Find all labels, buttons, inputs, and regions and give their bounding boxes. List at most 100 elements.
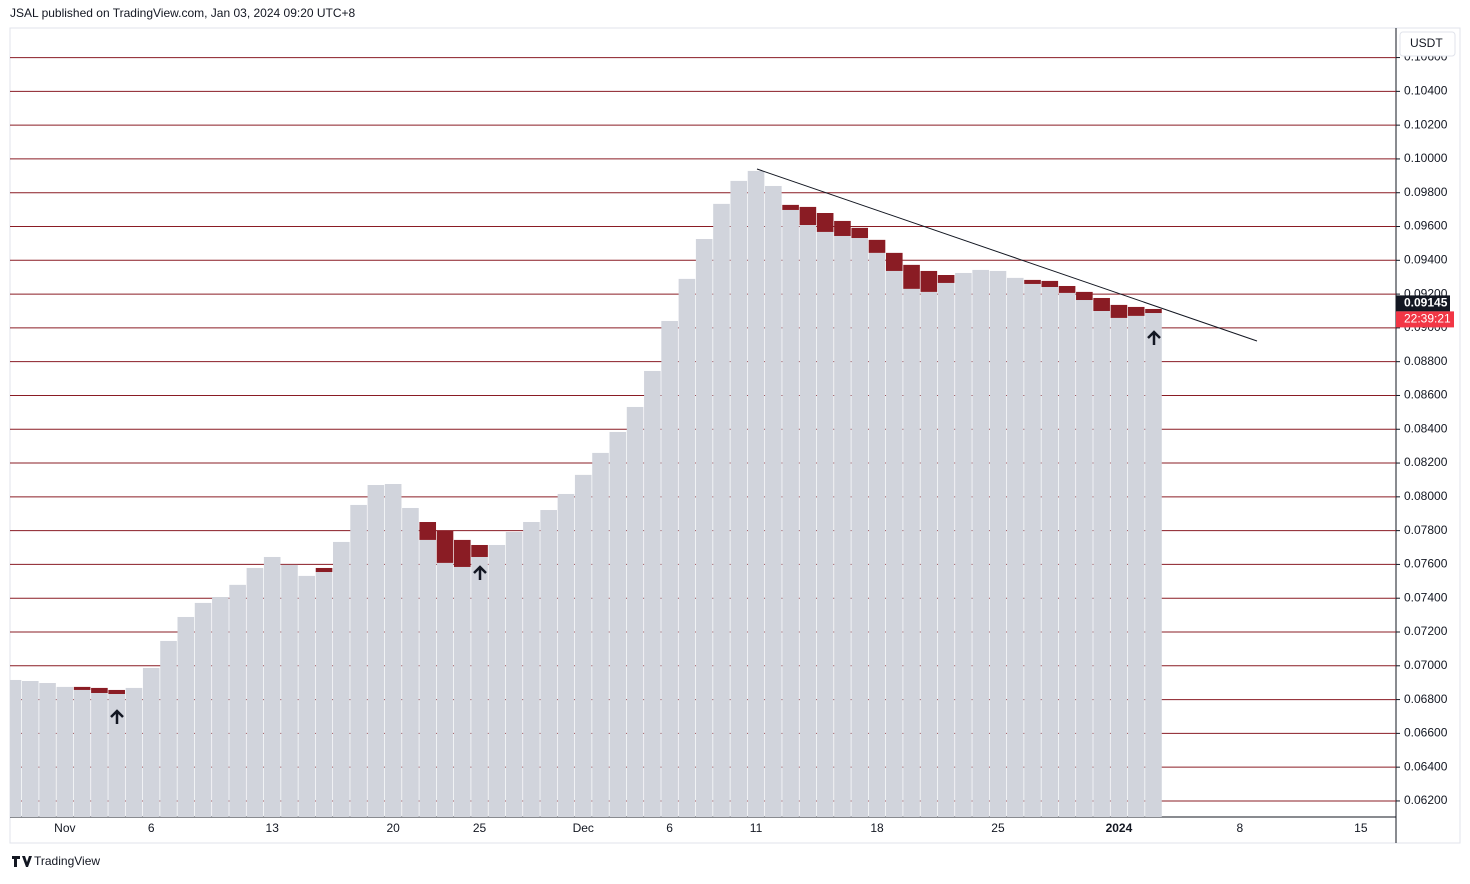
down-segment — [91, 687, 108, 693]
bar — [523, 522, 540, 817]
down-segment — [1058, 285, 1076, 293]
bar — [1127, 315, 1145, 817]
drawings — [110, 168, 1258, 724]
bar — [281, 564, 298, 817]
bar — [39, 683, 56, 817]
y-tick-label: 0.09600 — [1404, 219, 1448, 233]
bar — [1110, 317, 1128, 817]
logo — [12, 856, 32, 867]
bar — [626, 406, 644, 817]
last-price-box — [1396, 295, 1450, 312]
down-segment — [436, 530, 454, 563]
down-segment — [453, 539, 471, 567]
bar — [471, 556, 488, 817]
arrow-up — [473, 565, 487, 580]
down-segment — [782, 204, 799, 210]
bar — [453, 566, 471, 817]
currency-box[interactable] — [1399, 31, 1456, 57]
bar — [1041, 287, 1059, 817]
bar — [125, 687, 143, 817]
bar — [592, 452, 609, 817]
down-segment — [1127, 306, 1145, 316]
y-tick-label: 0.10000 — [1404, 151, 1448, 165]
bar — [298, 575, 316, 817]
publish-info: JSAL published on TradingView.com, Jan 0… — [10, 6, 356, 20]
bar — [695, 239, 713, 817]
countdown: 22:39:21 — [1404, 312, 1451, 326]
down-segment — [834, 220, 851, 236]
y-tick-label: 0.08400 — [1404, 421, 1448, 435]
bar — [505, 531, 523, 817]
bar — [384, 483, 402, 817]
bar — [816, 231, 834, 817]
x-tick-label: 20 — [386, 821, 400, 835]
arrow-up — [110, 709, 124, 724]
y-tick-label: 0.09800 — [1404, 185, 1448, 199]
x-tick-label: 2024 — [1106, 821, 1133, 835]
bar — [972, 269, 989, 817]
bar — [730, 180, 748, 817]
down-segment — [816, 213, 834, 232]
arrow-up — [1147, 330, 1161, 345]
bar — [989, 270, 1007, 817]
x-tick-label: 8 — [1237, 821, 1244, 835]
down-segment — [885, 252, 903, 271]
down-segment — [868, 239, 886, 253]
bar — [488, 544, 506, 817]
bar — [108, 694, 125, 817]
bar — [73, 689, 91, 817]
down-segment — [903, 264, 920, 289]
y-tick-label: 0.06400 — [1404, 759, 1448, 773]
y-tick-label: 0.07600 — [1404, 557, 1448, 571]
bar — [350, 504, 367, 817]
y-tick-label: 0.06600 — [1404, 726, 1448, 740]
y-tick-label: 0.08800 — [1404, 354, 1448, 368]
down-segment — [315, 567, 333, 573]
x-tick-label: 15 — [1354, 821, 1368, 835]
down-segment — [937, 275, 955, 283]
bar — [678, 278, 696, 817]
countdown-box — [1396, 311, 1454, 328]
y-tick-label: 0.07400 — [1404, 590, 1448, 604]
y-tick-label: 0.08000 — [1404, 489, 1448, 503]
y-tick-label: 0.07000 — [1404, 658, 1448, 672]
bar — [1076, 300, 1093, 817]
bar — [10, 679, 22, 817]
x-tick-label: Nov — [54, 821, 75, 835]
bar — [142, 667, 160, 817]
bar — [56, 686, 74, 817]
down-segment — [471, 544, 488, 557]
down-segment — [108, 689, 125, 695]
bar — [851, 238, 869, 817]
x-tick-label: 25 — [991, 821, 1005, 835]
bar — [782, 209, 799, 817]
bar — [834, 235, 851, 817]
bar — [229, 584, 246, 817]
down-segment — [419, 522, 437, 540]
bar — [903, 288, 920, 817]
bar — [799, 224, 817, 817]
chart-frame — [9, 27, 1461, 844]
bar — [885, 270, 903, 817]
bar — [333, 541, 350, 817]
bar — [402, 507, 419, 817]
bar — [246, 567, 264, 817]
x-tick-label: 6 — [666, 821, 673, 835]
x-tick-label: 11 — [750, 821, 763, 835]
down-segment — [851, 227, 869, 239]
bar — [955, 272, 972, 817]
down-segment — [920, 270, 938, 292]
down-segment — [1024, 279, 1041, 284]
bar — [937, 282, 955, 817]
bar — [21, 680, 39, 817]
x-tick-label: 6 — [148, 821, 155, 835]
x-tick-label: 13 — [266, 821, 280, 835]
bar — [315, 572, 333, 817]
x-tick-label: Dec — [573, 821, 594, 835]
bar — [1093, 310, 1110, 817]
y-tick-label: 0.06200 — [1404, 793, 1448, 807]
bar — [436, 562, 454, 817]
bar — [765, 185, 782, 817]
